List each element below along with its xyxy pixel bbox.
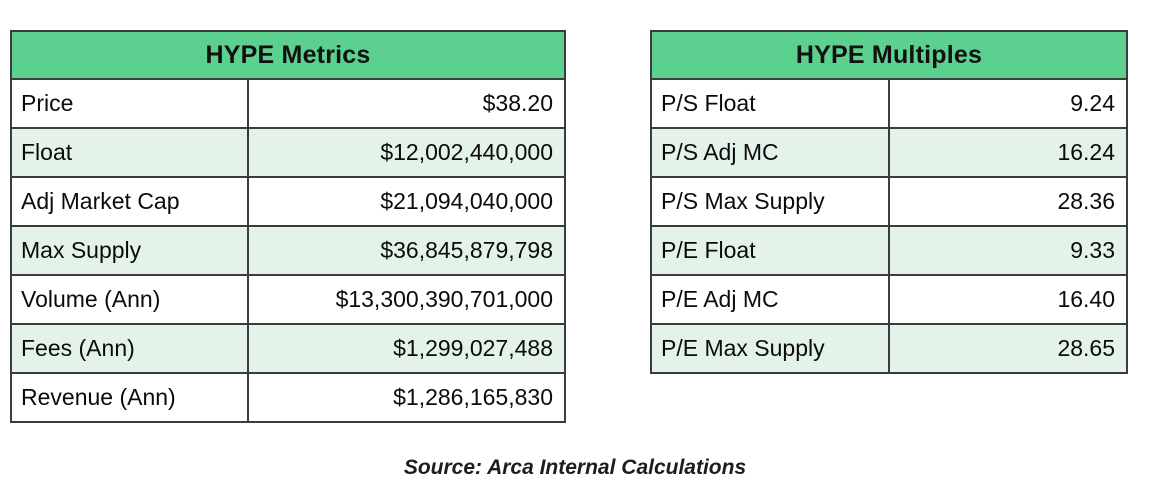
table-row: P/E Float 9.33 bbox=[650, 225, 1128, 276]
metric-value: $1,286,165,830 bbox=[247, 372, 566, 423]
metric-label: Float bbox=[10, 127, 249, 178]
table-row: P/S Float 9.24 bbox=[650, 78, 1128, 129]
metric-value: $36,845,879,798 bbox=[247, 225, 566, 276]
metric-value: $1,299,027,488 bbox=[247, 323, 566, 374]
table-row: Adj Market Cap $21,094,040,000 bbox=[10, 176, 566, 227]
metric-value: 16.40 bbox=[888, 274, 1128, 325]
table-row: Float $12,002,440,000 bbox=[10, 127, 566, 178]
metric-label: Fees (Ann) bbox=[10, 323, 249, 374]
table-title: HYPE Multiples bbox=[650, 30, 1128, 80]
table-row: P/S Max Supply 28.36 bbox=[650, 176, 1128, 227]
metric-label: P/E Float bbox=[650, 225, 890, 276]
metric-label: P/E Adj MC bbox=[650, 274, 890, 325]
table-title: HYPE Metrics bbox=[10, 30, 566, 80]
table-row: P/E Max Supply 28.65 bbox=[650, 323, 1128, 374]
metric-label: Revenue (Ann) bbox=[10, 372, 249, 423]
metric-label: Volume (Ann) bbox=[10, 274, 249, 325]
metric-value: $12,002,440,000 bbox=[247, 127, 566, 178]
metric-label: P/E Max Supply bbox=[650, 323, 890, 374]
table-row: Volume (Ann) $13,300,390,701,000 bbox=[10, 274, 566, 325]
metric-value: $38.20 bbox=[247, 78, 566, 129]
metric-value: 28.36 bbox=[888, 176, 1128, 227]
table-row: P/S Adj MC 16.24 bbox=[650, 127, 1128, 178]
metric-value: 9.33 bbox=[888, 225, 1128, 276]
metric-value: 16.24 bbox=[888, 127, 1128, 178]
table-row: Revenue (Ann) $1,286,165,830 bbox=[10, 372, 566, 423]
metric-label: P/S Adj MC bbox=[650, 127, 890, 178]
table-row: P/E Adj MC 16.40 bbox=[650, 274, 1128, 325]
table-row: Fees (Ann) $1,299,027,488 bbox=[10, 323, 566, 374]
metric-value: $13,300,390,701,000 bbox=[247, 274, 566, 325]
hype-metrics-table: HYPE Metrics Price $38.20 Float $12,002,440,… bbox=[10, 30, 566, 423]
table-row: Max Supply $36,845,879,798 bbox=[10, 225, 566, 276]
metric-label: Max Supply bbox=[10, 225, 249, 276]
table-row: Price $38.20 bbox=[10, 78, 566, 129]
metric-label: Adj Market Cap bbox=[10, 176, 249, 227]
metric-label: P/S Float bbox=[650, 78, 890, 129]
metric-value: 28.65 bbox=[888, 323, 1128, 374]
metric-value: 9.24 bbox=[888, 78, 1128, 129]
metric-label: Price bbox=[10, 78, 249, 129]
hype-multiples-table: HYPE Multiples P/S Float 9.24 P/S Adj MC 16.… bbox=[650, 30, 1128, 374]
metric-value: $21,094,040,000 bbox=[247, 176, 566, 227]
source-caption: Source: Arca Internal Calculations bbox=[403, 456, 747, 479]
metric-label: P/S Max Supply bbox=[650, 176, 890, 227]
